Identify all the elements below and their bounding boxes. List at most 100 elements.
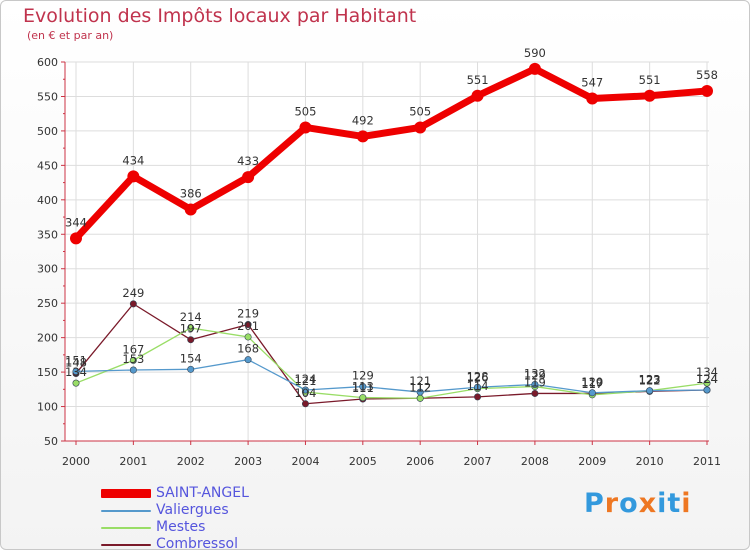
data-label-mestes: 129	[524, 369, 546, 383]
data-label-combressol: 111	[352, 381, 374, 395]
x-tick-label: 2002	[177, 455, 205, 468]
data-label-valiergues: 120	[581, 375, 603, 389]
data-point-valiergues	[244, 356, 252, 364]
y-tick-label: 450	[37, 159, 58, 172]
data-label-valiergues: 168	[237, 342, 259, 356]
y-tick-label: 300	[37, 263, 58, 276]
data-point-valiergues	[187, 365, 195, 373]
data-label-valiergues: 121	[409, 374, 431, 388]
data-point-saint-angel	[70, 232, 82, 245]
data-point-saint-angel	[127, 170, 140, 183]
data-label-valiergues: 124	[696, 372, 718, 386]
data-label-mestes: 134	[65, 365, 87, 379]
data-label-saint-angel: 433	[237, 154, 259, 168]
data-label-saint-angel: 558	[696, 68, 718, 82]
data-point-saint-angel	[414, 121, 427, 134]
data-point-valiergues	[72, 367, 80, 375]
data-label-mestes: 126	[467, 371, 489, 385]
data-label-saint-angel: 344	[65, 215, 87, 229]
y-tick-label: 400	[37, 194, 58, 207]
data-point-saint-angel	[701, 84, 713, 97]
data-label-saint-angel: 505	[294, 104, 316, 118]
data-label-saint-angel: 551	[467, 73, 489, 87]
plot-area	[65, 62, 709, 441]
y-tick-label: 50	[44, 435, 58, 448]
data-point-mestes	[72, 379, 80, 387]
axis-layer: 50 100 150 200 250 300 350 400 450 500 550 600 2000 2…	[37, 56, 721, 468]
x-tick-label: 2011	[693, 455, 721, 468]
data-label-mestes: 214	[180, 310, 202, 324]
x-tick-label: 2006	[406, 455, 434, 468]
logo-letter: x	[638, 488, 658, 519]
legend-label-valiergues: Valiergues	[156, 502, 229, 518]
data-label-combressol: 122	[639, 373, 661, 387]
logo-letter: i	[681, 488, 692, 519]
y-tick-label: 500	[37, 125, 58, 138]
data-point-valiergues	[359, 383, 367, 391]
data-label-saint-angel: 505	[409, 104, 431, 118]
proxiti-logo: Proxiti	[584, 488, 692, 519]
data-point-saint-angel	[586, 92, 599, 105]
data-point-mestes	[703, 379, 711, 387]
legend-label-combressol: Combressol	[156, 536, 238, 550]
data-point-combressol	[474, 393, 482, 401]
chart-subtitle: (en € et par an)	[27, 29, 114, 42]
data-point-saint-angel	[299, 121, 312, 134]
series-line-saint-angel	[72, 65, 711, 242]
data-label-combressol: 124	[696, 372, 718, 386]
data-point-combressol	[531, 389, 539, 397]
data-label-combressol: 197	[180, 322, 202, 336]
x-tick-label: 2009	[578, 455, 606, 468]
y-tick-label: 350	[37, 228, 58, 241]
data-point-valiergues	[531, 380, 539, 388]
series-layer	[70, 62, 713, 408]
data-point-combressol	[244, 321, 252, 329]
data-label-valiergues: 132	[524, 366, 546, 380]
data-point-valiergues	[703, 386, 711, 394]
legend-label-mestes: Mestes	[156, 519, 206, 535]
data-point-mestes	[244, 333, 252, 341]
data-label-valiergues: 124	[294, 372, 316, 386]
y-tick-label: 550	[37, 90, 58, 103]
series-line-mestes	[75, 327, 708, 399]
logo-letter: t	[667, 488, 682, 519]
y-tick-label: 200	[37, 332, 58, 345]
y-tick-label: 600	[37, 56, 58, 69]
data-label-combressol: 249	[122, 286, 144, 300]
legend-swatch-valiergues	[101, 510, 151, 512]
legend-swatch-saint-angel	[101, 489, 151, 498]
data-label-combressol: 148	[65, 355, 87, 369]
data-label-mestes: 121	[294, 374, 316, 388]
data-label-valiergues: 128	[467, 369, 489, 383]
data-label-saint-angel: 547	[581, 76, 603, 90]
data-label-mestes: 167	[122, 342, 144, 356]
y-tick-label: 250	[37, 297, 58, 310]
data-point-saint-angel	[643, 89, 656, 102]
data-point-saint-angel	[471, 89, 484, 102]
logo-letter: r	[604, 488, 620, 519]
data-point-mestes	[129, 356, 137, 364]
data-label-mestes: 123	[639, 373, 661, 387]
data-label-valiergues: 123	[639, 373, 661, 387]
data-point-mestes	[416, 394, 424, 402]
data-point-valiergues	[588, 389, 596, 397]
logo-letter: i	[657, 488, 668, 519]
data-point-valiergues	[301, 386, 309, 394]
data-label-combressol: 114	[467, 379, 489, 393]
x-tick-label: 2010	[636, 455, 664, 468]
data-point-saint-angel	[356, 130, 369, 143]
data-point-combressol	[129, 300, 137, 308]
data-point-valiergues	[129, 366, 137, 374]
data-label-mestes: 201	[237, 319, 259, 333]
data-label-combressol: 119	[581, 375, 603, 389]
data-label-valiergues: 154	[180, 351, 202, 365]
data-label-saint-angel: 434	[122, 153, 144, 167]
data-point-valiergues	[646, 387, 654, 395]
data-label-combressol: 112	[409, 380, 431, 394]
x-tick-label: 2008	[521, 455, 549, 468]
data-label-mestes: 134	[696, 365, 718, 379]
data-point-mestes	[187, 324, 195, 332]
data-label-mestes: 117	[581, 377, 603, 391]
